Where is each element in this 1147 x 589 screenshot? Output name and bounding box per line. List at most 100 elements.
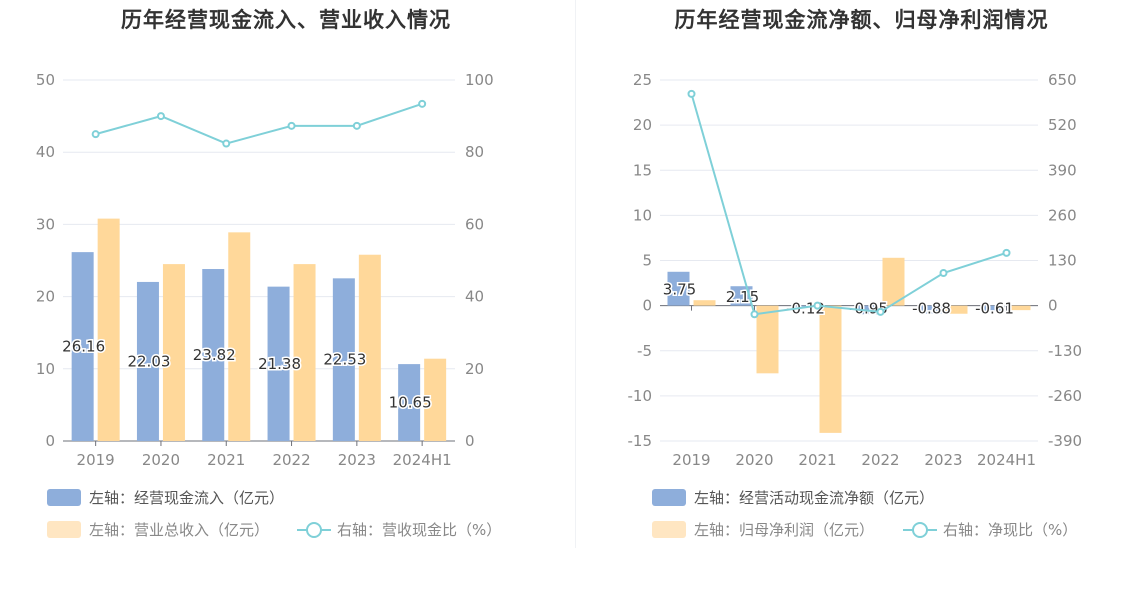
- bar-net-profit: [882, 257, 905, 306]
- bar-revenue: [228, 232, 251, 441]
- y-right-tick-label: 0: [465, 432, 475, 450]
- y-left-tick-label: 20: [36, 288, 55, 306]
- bar-net-profit: [693, 300, 716, 306]
- bar-net-profit: [819, 305, 842, 433]
- data-label: -0.88: [912, 300, 951, 318]
- y-left-tick-label: -15: [628, 432, 653, 450]
- line-series-ratio: [690, 93, 1007, 316]
- line-series-ratio: [95, 102, 423, 145]
- chart-panel-netcash-profit: 历年经营现金流净额、归母净利润情况 -15 -10 -5 0 5 10 15 20 25 -390…: [576, 0, 1147, 560]
- legend-label: 左轴：经营活动现金流净额（亿元）: [694, 489, 935, 507]
- x-tick-label: 2021: [798, 451, 836, 469]
- legend-label: 左轴：归母净利润（亿元）: [694, 521, 875, 539]
- x-tick-label: 2024H1: [393, 451, 452, 469]
- line-point: [418, 99, 427, 108]
- chart-plot-cashflow-revenue: 0 10 20 30 40 50 0 20 40 60 80 100 2019 26.16 2020 22.0…: [36, 71, 494, 469]
- bar-cash-inflow: [398, 364, 421, 441]
- y-left-tick-label: 30: [36, 215, 55, 233]
- line-point: [91, 130, 100, 139]
- data-label: 22.03: [127, 352, 170, 370]
- bar-cash-inflow: [136, 281, 159, 441]
- x-tick-label: 2021: [207, 451, 245, 469]
- chart-panel-cashflow-revenue: 历年经营现金流入、营业收入情况 0 10 20 30 40 50 0 20 40 60 80 100 2…: [0, 0, 572, 560]
- data-label: 2.15: [726, 288, 759, 306]
- line-point: [222, 139, 231, 148]
- line-point: [813, 301, 822, 310]
- bar-net-profit: [756, 305, 779, 374]
- x-tick-label: 2019: [672, 451, 710, 469]
- x-tick-label: 2020: [142, 451, 180, 469]
- legend-item-cash-inflow[interactable]: 左轴：经营现金流入（亿元）: [47, 487, 284, 508]
- data-label: 26.16: [62, 338, 105, 356]
- legend-swatch-revenue: [47, 521, 81, 538]
- line-point: [687, 89, 696, 98]
- y-right-tick-label: -390: [1048, 432, 1082, 450]
- line-point: [352, 121, 361, 130]
- line-point: [939, 268, 948, 277]
- legend-label: 左轴：营业总收入（亿元）: [89, 521, 270, 539]
- bar-net-cash: [793, 305, 816, 307]
- data-label: 3.75: [663, 281, 696, 299]
- bar-cash-inflow: [202, 269, 225, 441]
- y-right-tick-label: 60: [465, 215, 484, 233]
- legend-swatch-net-profit: [652, 521, 686, 538]
- legend-item-net-cash[interactable]: 左轴：经营活动现金流净额（亿元）: [652, 487, 934, 508]
- panel-divider: [575, 0, 576, 548]
- data-label: 23.82: [193, 346, 236, 364]
- bar-net-profit: [1008, 305, 1031, 311]
- bar-revenue: [424, 358, 447, 441]
- y-left-tick-label: 10: [36, 360, 55, 378]
- x-tick-label: 2020: [735, 451, 773, 469]
- legend-item-net-cash-ratio[interactable]: 右轴：净现比（%）: [903, 519, 1077, 540]
- bar-revenue: [162, 264, 185, 441]
- bar-net-cash: [667, 271, 690, 306]
- legend-item-net-profit[interactable]: 左轴：归母净利润（亿元）: [652, 519, 874, 540]
- bar-cash-inflow: [332, 278, 355, 441]
- data-label: 21.38: [258, 355, 301, 373]
- y-left-tick-label: 25: [633, 71, 652, 89]
- legend-label: 左轴：经营现金流入（亿元）: [89, 489, 285, 507]
- bar-revenue: [293, 264, 316, 441]
- data-label: -0.61: [975, 300, 1014, 318]
- x-tick-label: 2022: [272, 451, 310, 469]
- x-tick-label: 2024H1: [977, 451, 1036, 469]
- legend-label: 右轴：净现比（%）: [943, 521, 1078, 539]
- legend-swatch-net-cash: [652, 489, 686, 506]
- y-left-tick-label: 40: [36, 143, 55, 161]
- bar-cash-inflow: [267, 286, 290, 441]
- y-right-tick-label: 20: [465, 360, 484, 378]
- legend-label: 右轴：营收现金比（%）: [337, 521, 502, 539]
- x-tick-label: 2019: [77, 451, 115, 469]
- y-right-tick-label: -130: [1048, 342, 1082, 360]
- line-point: [287, 121, 296, 130]
- data-label: 10.65: [389, 394, 432, 412]
- y-left-tick-label: 20: [633, 116, 652, 134]
- y-right-tick-label: 40: [465, 288, 484, 306]
- bar-revenue: [97, 218, 120, 441]
- y-right-tick-label: 520: [1048, 116, 1077, 134]
- x-tick-label: 2022: [861, 451, 899, 469]
- y-left-tick-label: -5: [637, 342, 652, 360]
- y-left-tick-label: 50: [36, 71, 55, 89]
- bar-revenue: [358, 254, 381, 441]
- y-right-tick-label: 100: [465, 71, 494, 89]
- y-right-tick-label: 130: [1048, 252, 1077, 270]
- y-right-tick-label: 0: [1048, 297, 1058, 315]
- legend-line-marker-icon: [297, 521, 331, 538]
- legend-line-marker-icon: [903, 521, 937, 538]
- legend-item-ratio[interactable]: 右轴：营收现金比（%）: [297, 519, 501, 540]
- y-left-tick-label: 0: [642, 297, 652, 315]
- legend-swatch-cash-inflow: [47, 489, 81, 506]
- y-left-tick-label: 10: [633, 206, 652, 224]
- y-right-tick-label: 650: [1048, 71, 1077, 89]
- line-point: [750, 310, 759, 319]
- y-right-tick-label: 390: [1048, 161, 1077, 179]
- chart-title: 历年经营现金流入、营业收入情况: [121, 8, 451, 32]
- data-label: 22.53: [323, 351, 366, 369]
- chart-plot-netcash-profit: -15 -10 -5 0 5 10 15 20 25 -390 -260 -130 0 130 260 390…: [628, 71, 1083, 469]
- x-tick-label: 2023: [924, 451, 962, 469]
- legend-item-revenue[interactable]: 左轴：营业总收入（亿元）: [47, 519, 269, 540]
- y-left-tick-label: 0: [45, 432, 55, 450]
- y-right-tick-label: -260: [1048, 387, 1082, 405]
- line-point: [1002, 248, 1011, 257]
